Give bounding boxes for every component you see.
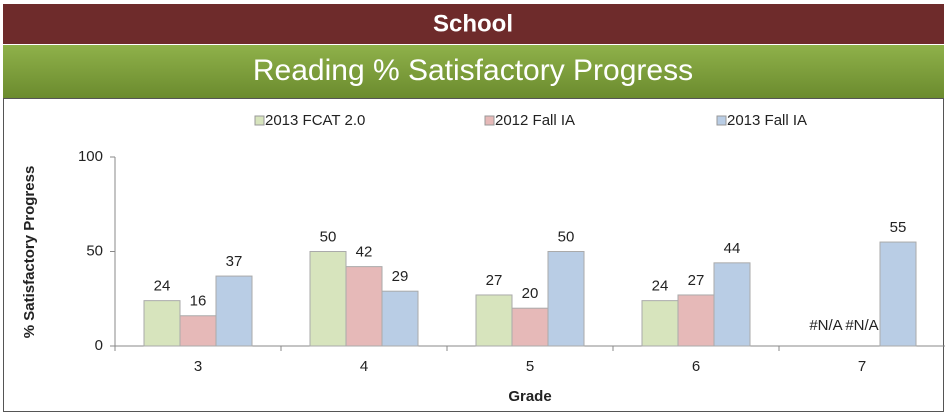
- data-label: 27: [688, 272, 705, 289]
- bar: [179, 315, 217, 347]
- data-label: 24: [154, 278, 171, 295]
- data-label: 24: [652, 278, 669, 295]
- legend-swatch: [716, 115, 727, 126]
- legend-label: 2012 Fall IA: [495, 112, 575, 129]
- bar: [879, 241, 917, 347]
- bar: [215, 275, 253, 347]
- x-tick-label: 6: [692, 358, 700, 375]
- data-label: 20: [522, 285, 539, 302]
- data-label: 55: [890, 219, 907, 236]
- data-label: 27: [486, 272, 503, 289]
- x-tick-label: 3: [194, 358, 202, 375]
- legend-swatch: [254, 115, 265, 126]
- bar: [475, 294, 513, 347]
- x-tick-label: 4: [360, 358, 368, 375]
- y-tick-label: 0: [95, 337, 103, 354]
- title-band: [3, 45, 944, 98]
- legend-swatch: [484, 115, 495, 126]
- bar: [345, 266, 383, 347]
- data-label: 50: [320, 228, 337, 245]
- data-label: #N/A: [845, 317, 878, 334]
- bar: [381, 290, 419, 347]
- data-label: 37: [226, 253, 243, 270]
- bar: [713, 262, 751, 347]
- x-axis-label: Grade: [508, 388, 551, 405]
- bar: [641, 300, 679, 347]
- bar: [143, 300, 181, 347]
- x-tick-label: 7: [858, 358, 866, 375]
- x-tick-label: 5: [526, 358, 534, 375]
- data-label: 16: [190, 293, 207, 310]
- chart-frame: [3, 98, 944, 412]
- bar: [511, 307, 549, 347]
- bar: [677, 294, 715, 347]
- chart-title: Reading % Satisfactory Progress: [253, 54, 693, 87]
- y-tick-label: 50: [86, 242, 103, 259]
- legend-label: 2013 FCAT 2.0: [265, 112, 365, 129]
- data-label: 44: [724, 240, 741, 257]
- school-title: School: [433, 10, 513, 37]
- legend-label: 2013 Fall IA: [727, 112, 807, 129]
- data-label: 42: [356, 244, 373, 261]
- data-label: #N/A: [809, 317, 842, 334]
- bar: [547, 251, 585, 347]
- data-label: 29: [392, 268, 409, 285]
- school-band: [3, 4, 944, 44]
- data-label: 50: [558, 228, 575, 245]
- y-tick-label: 100: [78, 148, 103, 165]
- y-axis-label: % Satisfactory Progress: [21, 166, 38, 339]
- bar: [309, 251, 347, 347]
